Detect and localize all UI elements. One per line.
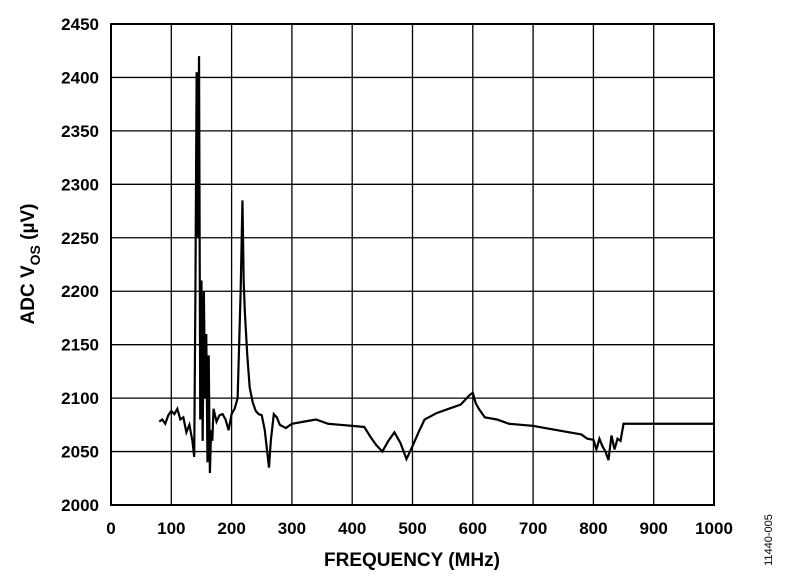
figure-id: 11440-005 xyxy=(763,514,775,566)
series-line xyxy=(158,56,714,473)
x-axis-title: FREQUENCY (MHz) xyxy=(324,550,500,571)
y-tick-label: 2050 xyxy=(61,443,99,462)
x-tick-label: 800 xyxy=(579,519,607,538)
x-tick-labels: 0 100 200 300 400 500 600 700 800 900 1000 xyxy=(106,519,733,538)
y-axis-title-unit: (µV) xyxy=(18,204,39,246)
plot-frame xyxy=(110,23,715,506)
x-tick-label: 300 xyxy=(278,519,306,538)
y-tick-label: 2450 xyxy=(61,15,99,34)
y-tick-label: 2000 xyxy=(61,496,99,515)
y-tick-label: 2300 xyxy=(61,175,99,194)
x-tick-label: 600 xyxy=(459,519,487,538)
x-tick-label: 400 xyxy=(338,519,366,538)
y-axis-title: ADC VOS (µV) xyxy=(18,204,43,325)
y-axis-title-sub: OS xyxy=(27,245,43,265)
x-tick-label: 1000 xyxy=(695,519,733,538)
y-tick-label: 2250 xyxy=(61,229,99,248)
x-tick-label: 0 xyxy=(106,519,115,538)
x-tick-label: 200 xyxy=(217,519,245,538)
y-tick-label: 2200 xyxy=(61,282,99,301)
y-axis-title-main: ADC V xyxy=(18,265,39,324)
x-tick-label: 100 xyxy=(157,519,185,538)
y-tick-label: 2400 xyxy=(61,68,99,87)
y-tick-label: 2100 xyxy=(61,389,99,408)
x-tick-label: 900 xyxy=(640,519,668,538)
x-tick-label: 700 xyxy=(519,519,547,538)
y-tick-label: 2150 xyxy=(61,336,99,355)
y-tick-labels: 2000 2050 2100 2150 2200 2250 2300 2350 2400 2450 xyxy=(61,15,99,515)
y-tick-label: 2350 xyxy=(61,122,99,141)
x-tick-label: 500 xyxy=(398,519,426,538)
